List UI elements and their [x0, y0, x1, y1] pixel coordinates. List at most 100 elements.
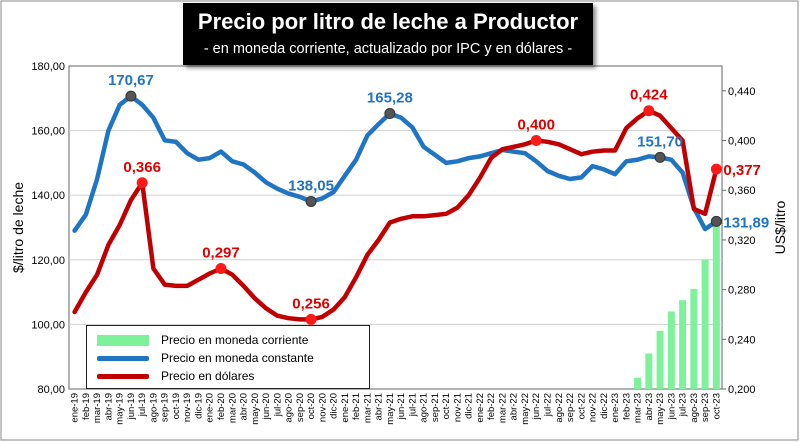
legend-item-constante: Precio en moneda constante [87, 350, 369, 368]
x-tick-label: feb-19 [81, 393, 92, 420]
x-tick-label: dic-21 [464, 393, 475, 419]
x-tick-label: abr-19 [103, 393, 114, 420]
marker-dolares [215, 262, 227, 274]
x-tick-label: mar-23 [633, 393, 644, 423]
x-tick-label: jun-21 [396, 393, 407, 420]
line-dolares [72, 108, 719, 322]
x-tick-label: dic-19 [193, 393, 204, 419]
x-tick-label: nov-21 [452, 393, 463, 422]
x-tick-label: mar-19 [92, 393, 103, 423]
marker-dolares [136, 177, 148, 189]
x-tick-label: ago-21 [419, 393, 430, 423]
x-tick-label: mar-20 [227, 393, 238, 423]
title-box: Precio por litro de leche a Productor - … [183, 3, 593, 65]
x-tick-label: jun-22 [531, 393, 542, 420]
line-constante [72, 93, 719, 233]
bar-corriente [712, 221, 720, 389]
bar-corriente [690, 288, 698, 389]
x-tick-label: may-21 [385, 393, 396, 425]
x-tick-label: feb-22 [486, 393, 497, 420]
data-label: 0,297 [202, 244, 240, 261]
x-tick-label: jul-23 [678, 393, 689, 417]
x-tick-label: sep-19 [160, 393, 171, 422]
legend-swatch-line-blue [97, 356, 149, 361]
legend-label: Precio en moneda constante [161, 351, 314, 365]
marker-constante [710, 215, 722, 227]
data-label: 138,05 [288, 177, 334, 194]
y2-tick-label: 0,440 [728, 86, 756, 98]
x-tick-label: feb-23 [621, 393, 632, 420]
bar-corriente [634, 377, 642, 389]
y2-tick-label: 0,200 [728, 384, 756, 396]
x-tick-label: jul-19 [137, 393, 148, 417]
y-tick-label: 180,00 [31, 61, 65, 73]
x-tick-label: ago-23 [689, 393, 700, 423]
x-tick-label: ene-19 [70, 393, 81, 423]
y-tick-label: 80,00 [37, 384, 65, 396]
x-tick-label: jul-22 [542, 393, 553, 417]
x-tick-label: jul-20 [272, 393, 283, 417]
bar-corriente [679, 300, 687, 389]
x-tick-label: sep-20 [295, 393, 306, 422]
x-tick-label: mar-22 [497, 393, 508, 423]
legend-swatch-bar [97, 335, 149, 346]
x-tick-label: nov-19 [182, 393, 193, 422]
x-tick-label: may-23 [655, 393, 666, 425]
x-tick-label: jul-21 [407, 393, 418, 417]
x-tick-label: sep-21 [430, 393, 441, 422]
data-label: 0,366 [123, 159, 161, 176]
data-label: 170,67 [108, 72, 154, 89]
x-tick-label: oct-21 [441, 393, 452, 419]
legend-label: Precio en dólares [161, 369, 255, 383]
bar-corriente [656, 330, 664, 389]
x-tick-label: sep-23 [700, 393, 711, 422]
x-tick-label: nov-22 [588, 393, 599, 422]
x-tick-label: sep-22 [565, 393, 576, 422]
marker-dolares [305, 313, 317, 325]
data-label: 165,28 [367, 90, 413, 107]
x-tick-label: abr-20 [239, 393, 250, 420]
chart-subtitle: - en moneda corriente, actualizado por I… [203, 41, 573, 57]
x-tick-label: dic-20 [329, 393, 340, 419]
x-tick-label: oct-20 [306, 393, 317, 419]
marker-constante [654, 151, 666, 163]
marker-constante [305, 195, 317, 207]
x-tick-label: may-20 [250, 393, 261, 425]
x-tick-label: ago-20 [284, 393, 295, 423]
x-tick-label: nov-20 [317, 393, 328, 422]
x-tick-label: jun-19 [126, 393, 137, 420]
chart-title: Precio por litro de leche a Productor [197, 9, 579, 34]
data-label: 0,400 [517, 117, 555, 134]
y-tick-label: 120,00 [31, 255, 65, 267]
marker-constante [125, 90, 137, 102]
y2-tick-label: 0,360 [728, 185, 756, 197]
x-tick-label: oct-22 [576, 393, 587, 419]
data-label: 0,424 [630, 87, 668, 104]
y-tick-label: 100,00 [31, 319, 65, 331]
legend-label: Precio en moneda corriente [161, 333, 309, 347]
y2-tick-label: 0,400 [728, 136, 756, 148]
bar-corriente [701, 259, 709, 389]
data-label: 151,70 [637, 133, 683, 150]
x-tick-label: ago-19 [148, 393, 159, 423]
x-tick-label: oct-19 [171, 393, 182, 419]
marker-dolares [643, 105, 655, 117]
x-tick-label: abr-23 [644, 393, 655, 420]
x-tick-label: feb-20 [216, 393, 227, 420]
x-tick-label: ene-21 [340, 393, 351, 423]
marker-dolares [530, 135, 542, 147]
x-tick-label: may-22 [520, 393, 531, 425]
x-tick-label: jun-23 [666, 393, 677, 420]
bar-corriente [667, 311, 675, 389]
x-tick-label: ene-22 [475, 393, 486, 423]
y-axis-label: $/litro de leche [10, 182, 26, 273]
legend-swatch-line-red [97, 374, 149, 379]
marker-dolares [710, 163, 722, 175]
y-tick-label: 160,00 [31, 126, 65, 138]
y2-tick-label: 0,320 [728, 235, 756, 247]
y-tick-label: 140,00 [31, 190, 65, 202]
x-tick-label: may-19 [115, 393, 126, 425]
x-tick-label: feb-21 [351, 393, 362, 420]
